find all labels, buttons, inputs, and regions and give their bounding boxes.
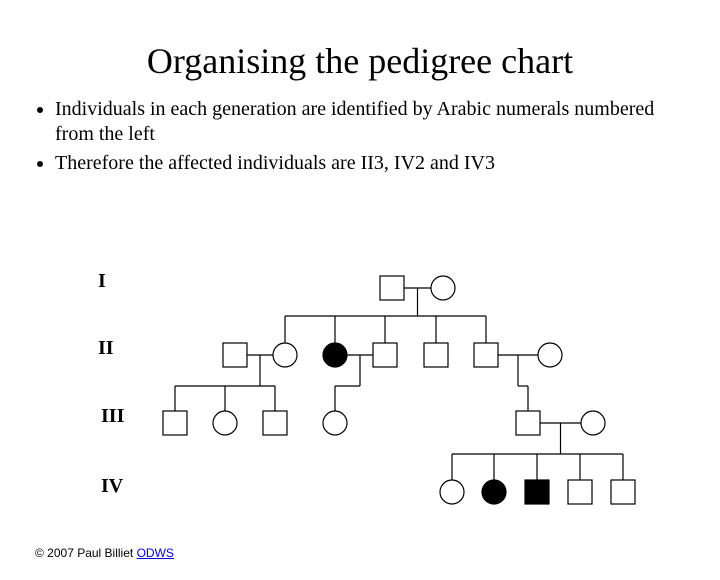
pedigree-node-II1 bbox=[223, 343, 247, 367]
pedigree-node-III6 bbox=[581, 411, 605, 435]
pedigree-node-II3 bbox=[323, 343, 347, 367]
pedigree-node-II5 bbox=[424, 343, 448, 367]
pedigree-node-IV3 bbox=[525, 480, 549, 504]
pedigree-chart bbox=[0, 40, 720, 580]
pedigree-node-IV5 bbox=[611, 480, 635, 504]
pedigree-node-IV2 bbox=[482, 480, 506, 504]
footer-credit: © 2007 Paul Billiet ODWS bbox=[35, 546, 174, 560]
pedigree-node-II7 bbox=[538, 343, 562, 367]
pedigree-node-II4 bbox=[373, 343, 397, 367]
odws-link[interactable]: ODWS bbox=[137, 546, 174, 560]
pedigree-node-IV4 bbox=[568, 480, 592, 504]
generation-label: II bbox=[98, 337, 114, 360]
pedigree-node-III1 bbox=[163, 411, 187, 435]
pedigree-node-II2 bbox=[273, 343, 297, 367]
generation-label: III bbox=[101, 405, 124, 428]
pedigree-node-IV1 bbox=[440, 480, 464, 504]
pedigree-node-III2 bbox=[213, 411, 237, 435]
generation-label: IV bbox=[101, 475, 123, 498]
pedigree-node-III5 bbox=[516, 411, 540, 435]
pedigree-node-II6 bbox=[474, 343, 498, 367]
generation-label: I bbox=[98, 270, 106, 293]
pedigree-node-III3 bbox=[263, 411, 287, 435]
pedigree-node-III4 bbox=[323, 411, 347, 435]
pedigree-node-I2 bbox=[431, 276, 455, 300]
pedigree-node-I1 bbox=[380, 276, 404, 300]
